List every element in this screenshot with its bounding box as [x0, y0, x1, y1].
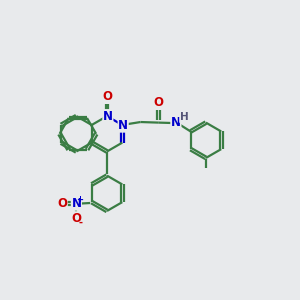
Text: N: N — [71, 197, 81, 210]
Text: -: - — [78, 218, 82, 227]
Text: N: N — [171, 116, 181, 129]
Text: N: N — [118, 119, 128, 132]
Text: +: + — [76, 195, 83, 204]
Text: O: O — [57, 197, 67, 210]
Text: O: O — [71, 212, 81, 225]
Text: H: H — [180, 112, 188, 122]
Text: O: O — [102, 90, 112, 103]
Text: O: O — [154, 96, 164, 110]
Text: N: N — [103, 110, 113, 123]
